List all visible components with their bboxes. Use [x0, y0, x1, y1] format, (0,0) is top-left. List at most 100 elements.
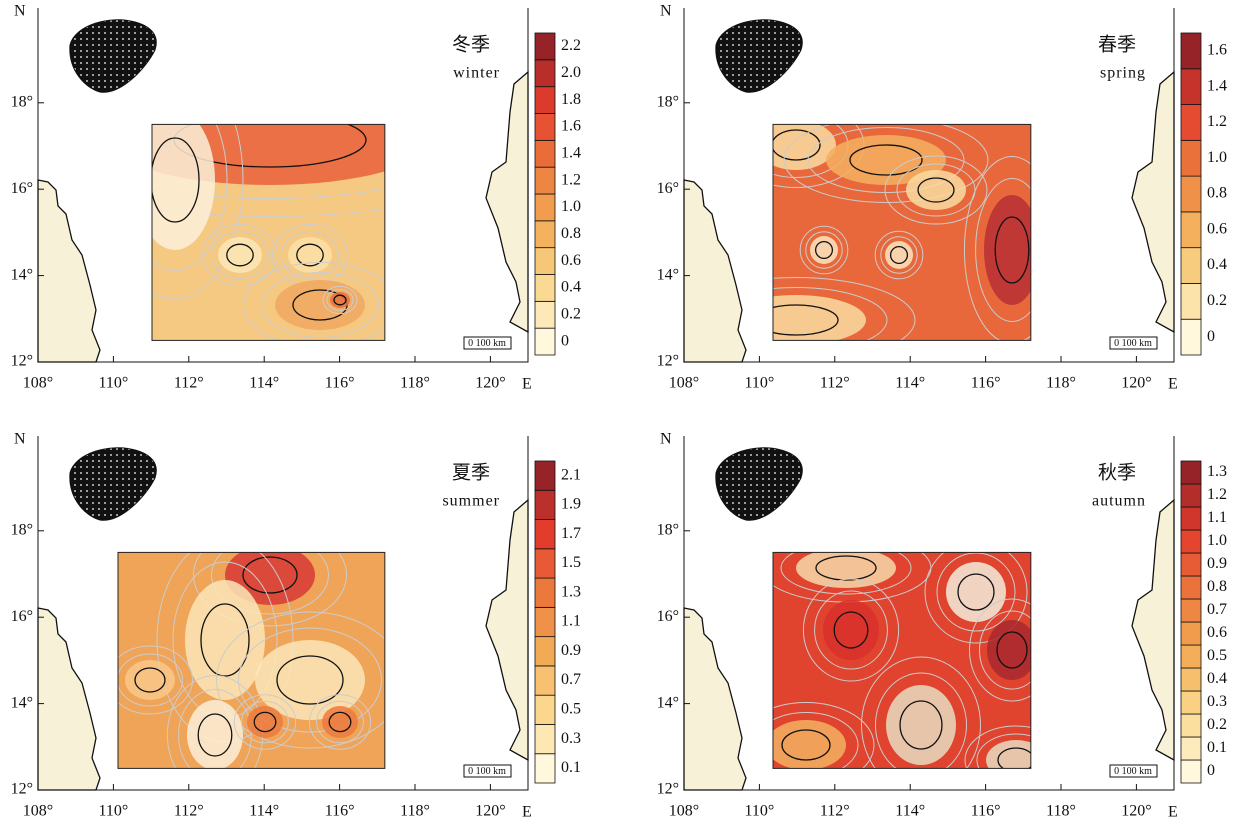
north-label: N: [14, 431, 26, 448]
colorbar-label: 1.6: [561, 118, 581, 135]
hainan: [715, 447, 803, 521]
field-frame: [772, 551, 1032, 769]
field-blob: [247, 706, 283, 738]
north-label: N: [660, 431, 672, 448]
colorbar-label: 0.2: [561, 305, 581, 322]
colorbar-swatch: [1180, 211, 1202, 249]
contour: [152, 208, 385, 217]
colorbar-label: 1.7: [561, 525, 581, 542]
x-tick-label: 108°: [669, 375, 699, 392]
contour: [326, 289, 354, 311]
x-tick-label: 112°: [820, 375, 850, 392]
field-blob: [218, 237, 262, 273]
colorbar-label: 1.2: [1207, 486, 1227, 503]
contour: [799, 225, 849, 275]
field-blob: [886, 685, 956, 765]
colorbar-swatch: [534, 220, 556, 249]
field-blob: [773, 720, 846, 769]
colorbar-swatch: [534, 489, 556, 520]
x-tick-label: 120°: [1121, 803, 1151, 820]
field-blob: [906, 170, 966, 210]
colorbar-swatch: [1180, 32, 1202, 70]
east-label: E: [522, 804, 532, 821]
scale-bar: 0 100 km: [468, 766, 506, 777]
colorbar-swatch: [534, 59, 556, 88]
x-tick-label: 108°: [23, 375, 53, 392]
colorbar-label: 0.1: [1207, 739, 1227, 756]
field: [773, 552, 1031, 769]
field-blob: [185, 580, 265, 700]
y-tick-label: 12°: [657, 781, 679, 798]
colorbar-label: 1.9: [561, 496, 581, 513]
hainan: [715, 19, 803, 93]
contour: [238, 627, 382, 733]
title-cn: 春季: [1098, 33, 1136, 55]
colorbar-label: 0.8: [561, 225, 581, 242]
colorbar-label: 0.1: [561, 759, 581, 776]
east-label: E: [1168, 804, 1178, 821]
contour: [815, 555, 877, 581]
colorbar-label: 0.6: [1207, 220, 1227, 237]
y-tick-label: 18°: [657, 93, 679, 110]
contour: [243, 262, 385, 341]
title-en: summer: [442, 493, 500, 510]
contour: [242, 556, 298, 594]
contour: [773, 277, 916, 341]
colorbar-label: 2.0: [561, 64, 581, 81]
x-tick-label: 116°: [971, 803, 1001, 820]
coast-east: [485, 498, 529, 762]
contour: [975, 178, 1031, 322]
colorbar-swatch: [1180, 736, 1202, 761]
colorbar-label: 0.5: [561, 700, 581, 717]
colorbar-swatch: [534, 753, 556, 784]
contour: [875, 672, 967, 769]
colorbar-label: 1.8: [561, 91, 581, 108]
colorbar-swatch: [1180, 598, 1202, 623]
colorbar-swatch: [1180, 690, 1202, 715]
field-blob: [288, 237, 332, 273]
title-en: winter: [453, 65, 500, 82]
field-frame: [772, 123, 1032, 341]
contour: [233, 694, 297, 750]
coast-east: [485, 70, 529, 334]
field-blob: [986, 740, 1031, 769]
x-tick-label: 110°: [744, 375, 774, 392]
field: [773, 124, 1031, 341]
colorbar-label: 0.6: [1207, 624, 1227, 641]
contour: [152, 124, 244, 300]
colorbar-swatch: [534, 327, 556, 356]
colorbar-label: 1.2: [561, 171, 581, 188]
contour: [276, 655, 344, 705]
contour: [118, 645, 193, 715]
x-tick-label: 114°: [249, 803, 279, 820]
contour: [994, 216, 1030, 284]
title-cn: 秋季: [1098, 461, 1136, 483]
colorbar-label: 1.5: [561, 554, 581, 571]
field-blob: [810, 236, 838, 264]
colorbar-swatch: [1180, 318, 1202, 356]
contour: [917, 177, 955, 203]
colorbar-swatch: [1180, 247, 1202, 284]
y-tick-label: 14°: [11, 266, 33, 283]
y-tick-label: 16°: [11, 608, 33, 625]
contour: [193, 552, 347, 627]
colorbar-swatch: [1180, 139, 1202, 177]
x-tick-label: 108°: [669, 803, 699, 820]
colorbar-label: 0.6: [561, 252, 581, 269]
scale-bar: 0 100 km: [468, 338, 506, 349]
colorbar-label: 0.7: [1207, 601, 1227, 618]
x-tick-label: 118°: [400, 375, 430, 392]
colorbar-swatch: [534, 274, 556, 302]
colorbar-swatch: [534, 193, 556, 222]
contour: [861, 656, 981, 769]
contour: [210, 231, 270, 279]
x-tick-label: 110°: [744, 803, 774, 820]
x-tick-label: 114°: [895, 375, 925, 392]
contour: [899, 700, 943, 750]
contour: [874, 230, 924, 280]
scale-bar: 0 100 km: [1114, 766, 1152, 777]
x-tick-label: 116°: [971, 375, 1001, 392]
north-label: N: [14, 3, 26, 20]
colorbar-label: 1.3: [1207, 463, 1227, 480]
colorbar-label: 0.4: [561, 279, 581, 296]
